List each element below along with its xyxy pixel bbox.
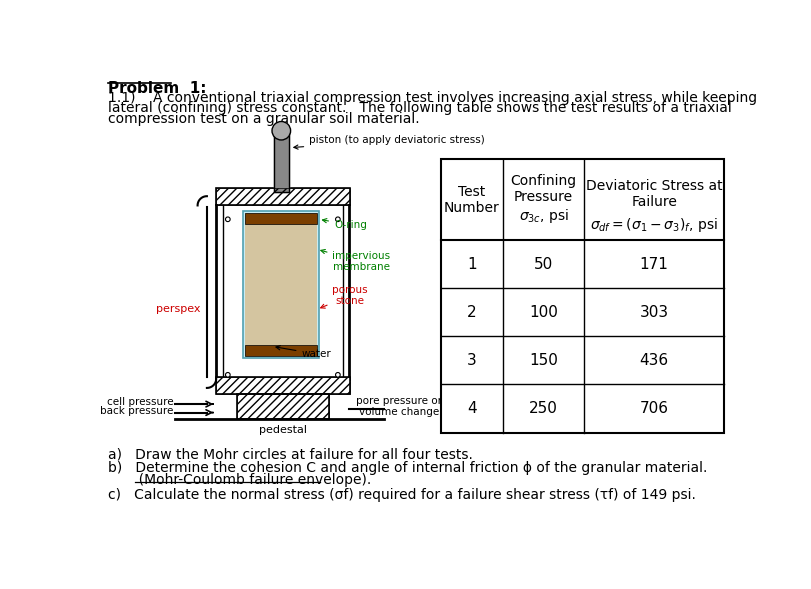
Bar [273, 131, 289, 193]
Circle shape [335, 372, 340, 377]
Text: impervious
membrane: impervious membrane [320, 250, 390, 273]
Bar [245, 345, 316, 356]
Bar [216, 377, 349, 394]
Bar [216, 188, 349, 206]
Text: 1: 1 [466, 257, 476, 272]
Text: 50: 50 [534, 257, 552, 272]
Circle shape [225, 217, 230, 221]
Bar [237, 394, 328, 419]
Text: 3: 3 [466, 353, 476, 368]
Text: Problem  1:: Problem 1: [108, 81, 206, 97]
Text: Confining
Pressure
$\sigma_{3c}$, psi: Confining Pressure $\sigma_{3c}$, psi [510, 174, 576, 225]
Bar [216, 377, 349, 394]
Text: 171: 171 [639, 257, 667, 272]
Bar [216, 188, 349, 206]
Bar [237, 394, 328, 419]
Text: back pressure: back pressure [100, 406, 174, 416]
Text: perspex: perspex [156, 305, 200, 315]
Text: c)   Calculate the normal stress (σf) required for a failure shear stress (τf) o: c) Calculate the normal stress (σf) requ… [108, 488, 695, 502]
Text: 250: 250 [529, 401, 557, 416]
Circle shape [335, 217, 340, 221]
Text: pore pressure or
volume change: pore pressure or volume change [355, 396, 441, 417]
Text: 100: 100 [529, 305, 557, 320]
Text: compression test on a granular soil material.: compression test on a granular soil mate… [108, 112, 418, 126]
Text: water: water [276, 346, 331, 359]
Text: Deviatoric Stress at
Failure: Deviatoric Stress at Failure [585, 179, 722, 210]
Text: porous
stone: porous stone [320, 284, 367, 308]
Bar [245, 213, 316, 356]
Text: 4: 4 [466, 401, 476, 416]
Bar [245, 213, 316, 224]
Text: 436: 436 [639, 353, 667, 368]
Circle shape [225, 372, 230, 377]
Text: cell pressure: cell pressure [107, 397, 174, 407]
Text: lateral (confining) stress constant.   The following table shows the test result: lateral (confining) stress constant. The… [108, 101, 731, 115]
Text: 1.1)    A conventional triaxial compression test involves increasing axial stres: 1.1) A conventional triaxial compression… [108, 91, 756, 105]
Bar [440, 159, 723, 432]
Text: 2: 2 [466, 305, 476, 320]
Text: $\sigma_{df} = (\sigma_1 - \sigma_3)_f$, psi: $\sigma_{df} = (\sigma_1 - \sigma_3)_f$,… [590, 216, 717, 234]
Text: (Mohr-Coulomb failure envelope).: (Mohr-Coulomb failure envelope). [108, 474, 371, 487]
Text: 706: 706 [639, 401, 667, 416]
Text: 303: 303 [639, 305, 667, 320]
Text: 150: 150 [529, 353, 557, 368]
Text: piston (to apply deviatoric stress): piston (to apply deviatoric stress) [294, 135, 484, 149]
Text: pedestal: pedestal [259, 425, 307, 435]
Text: O-ring: O-ring [322, 219, 367, 230]
Bar [242, 211, 319, 358]
Text: Test
Number: Test Number [444, 184, 500, 215]
Text: b)   Determine the cohesion C and angle of internal friction ϕ of the granular m: b) Determine the cohesion C and angle of… [108, 461, 706, 475]
Circle shape [272, 121, 290, 140]
Text: a)   Draw the Mohr circles at failure for all four tests.: a) Draw the Mohr circles at failure for … [108, 448, 472, 462]
